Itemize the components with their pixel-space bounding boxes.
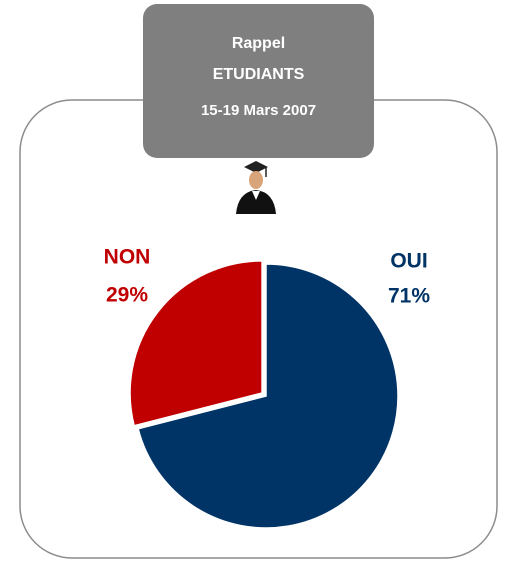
slice-value-label: 71% xyxy=(388,285,430,308)
student-icon xyxy=(236,161,276,214)
chart-subtitle: 15-19 Mars 2007 xyxy=(200,102,317,119)
slice-category: NON xyxy=(104,246,151,269)
pie-slice xyxy=(129,260,263,427)
slice-value-label: 29% xyxy=(106,284,148,307)
chart-title: Rappel ETUDIANTS xyxy=(212,35,305,83)
pie: OUI 71% NON 29% xyxy=(104,246,430,529)
title-box: Rappel ETUDIANTS 15-19 Mars 2007 xyxy=(143,4,374,158)
pie-slice xyxy=(137,263,399,529)
slice-category: OUI xyxy=(390,250,427,273)
